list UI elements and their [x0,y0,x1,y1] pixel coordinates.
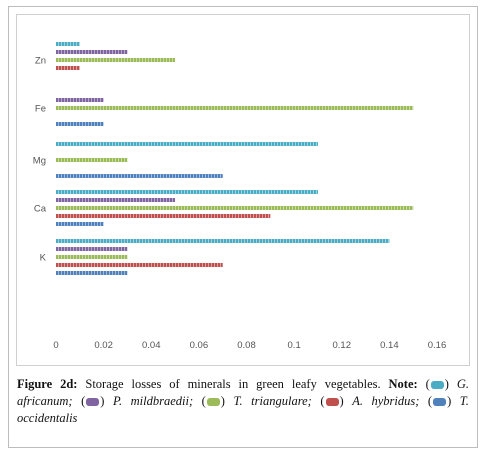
legend-swatch [433,398,447,407]
legend-label: A. hybridus; [352,394,420,408]
legend-label: T. occidentalis [17,394,469,425]
caption-legend: () G. africanum; () P. mildbraedii; () T… [17,377,469,425]
bar-k-4 [56,239,390,243]
x-tick-label: 0.12 [333,340,352,351]
caption-legend-item: () T. occidentalis [17,394,469,425]
bar-k-3 [56,247,128,251]
x-tick-label: 0.16 [428,340,447,351]
caption-note-label: Note: [388,377,418,391]
bar-zn-3 [56,50,128,54]
bar-zn-4 [56,42,80,46]
x-tick-label: 0.02 [94,340,113,351]
y-tick-label: Ca [34,204,47,215]
legend-swatch [430,381,444,390]
caption-legend-item: () T. triangulare; [193,394,312,408]
legend-swatch [325,398,339,407]
bar-ca-2 [56,206,414,210]
legend-swatch [86,398,100,407]
bar-mg-4 [56,142,318,146]
x-tick-label: 0.06 [190,340,209,351]
y-tick-label: Fe [35,104,46,115]
legend-swatch [206,398,220,407]
x-tick-label: 0.04 [142,340,161,351]
bar-ca-0 [56,222,104,226]
x-tick-label: 0.1 [288,340,301,351]
caption-text: Storage losses of minerals in green leaf… [77,377,389,391]
bar-ca-3 [56,198,176,202]
y-tick-label: K [40,253,47,264]
bar-mg-2 [56,158,128,162]
bar-mg-0 [56,174,223,178]
bar-k-0 [56,271,128,275]
bar-fe-2 [56,106,414,110]
figure-caption: Figure 2d: Storage losses of minerals in… [17,376,469,427]
bar-zn-1 [56,66,80,70]
bar-ca-4 [56,190,318,194]
bar-k-2 [56,255,128,259]
bar-fe-3 [56,98,104,102]
caption-label: Figure 2d: [17,377,78,391]
legend-label: P. mildbraedii; [112,394,194,408]
legend-label: G. africanum; [17,377,470,408]
caption-legend-item: () P. mildbraedii; [72,394,194,408]
y-tick-label: Mg [33,156,46,167]
x-tick-label: 0.08 [237,340,256,351]
bar-fe-0 [56,122,104,126]
bar-chart: K Ca Mg Fe Zn 0 0.02 0.04 0.06 0.08 0.1 0.12 0.14 0.1… [33,42,447,351]
x-tick-label: 0 [53,340,58,351]
caption-legend-item: () G. africanum; [17,377,470,408]
caption-legend-item: () A. hybridus; [311,394,420,408]
bar-ca-1 [56,214,271,218]
bar-k-1 [56,263,223,267]
y-tick-label: Zn [35,56,46,67]
legend-label: T. triangulare; [233,394,312,408]
bar-zn-2 [56,58,176,62]
chart-area: K Ca Mg Fe Zn 0 0.02 0.04 0.06 0.08 0.1 0.12 0.14 0.1… [16,14,470,366]
x-tick-label: 0.14 [380,340,399,351]
